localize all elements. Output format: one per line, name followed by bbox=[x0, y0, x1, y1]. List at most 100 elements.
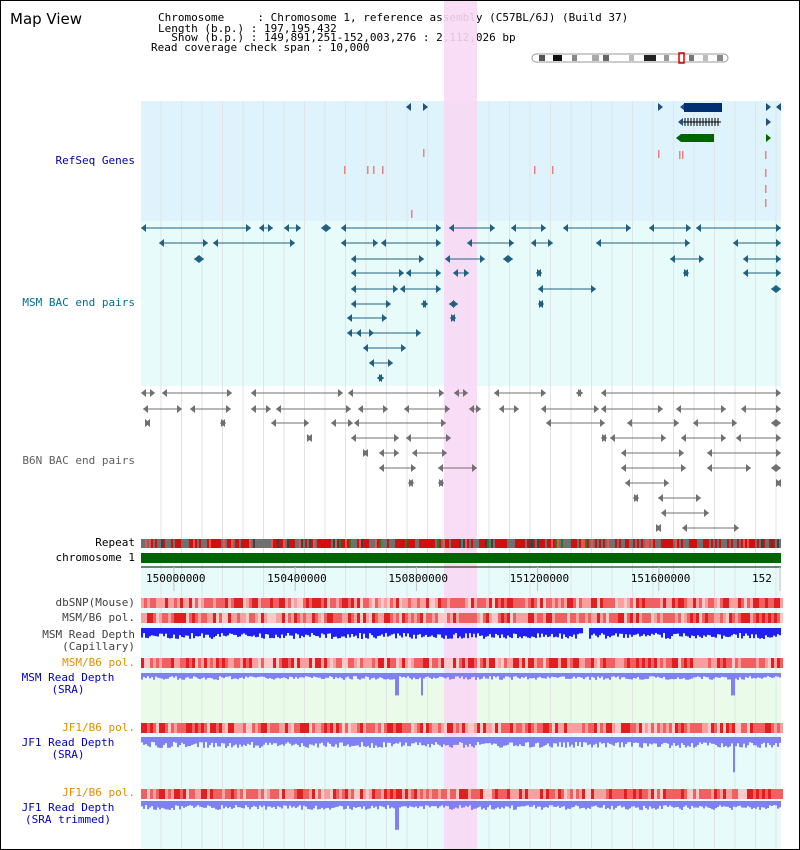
msm-depth-cap-bar bbox=[609, 628, 611, 638]
track-label-dbsnp[interactable]: dbSNP(Mouse) bbox=[55, 596, 135, 609]
msm-b6-pol-cell bbox=[378, 613, 381, 623]
track-label-repeat[interactable]: Repeat bbox=[95, 536, 135, 549]
track-label-chromosome[interactable]: chromosome 1 bbox=[55, 551, 135, 564]
msm-depth-cap-bar bbox=[225, 628, 227, 637]
msm-b6-pol-sra-cell bbox=[276, 658, 279, 668]
msm-depth-cap-bar bbox=[557, 628, 559, 638]
msm-bac-end bbox=[541, 224, 546, 232]
msm-depth-cap-bar bbox=[281, 628, 283, 635]
jf1-b6-pol-cell bbox=[153, 723, 156, 733]
jf1-b6-pol-2-cell bbox=[756, 789, 759, 799]
msm-depth-cap-bar bbox=[159, 628, 161, 634]
msm-depth-sra-bar bbox=[227, 673, 229, 677]
msm-b6-pol-sra-cell bbox=[234, 658, 237, 668]
jf1-depth-trim-bar bbox=[173, 801, 175, 810]
msm-depth-sra-bar bbox=[421, 673, 423, 696]
msm-depth-sra-bar bbox=[169, 673, 171, 678]
msm-b6-pol-sra-cell bbox=[297, 658, 300, 668]
track-label-msm-read-depth-capillary[interactable]: MSM Read Depth (Capillary) bbox=[42, 628, 135, 653]
msm-depth-sra-bar bbox=[391, 673, 393, 680]
jf1-b6-pol-cell bbox=[465, 723, 468, 733]
jf1-depth-trim-bar bbox=[249, 801, 251, 810]
jf1-depth-sra-bar bbox=[433, 737, 435, 746]
track-label-refseq-genes[interactable]: RefSeq Genes bbox=[55, 154, 135, 167]
jf1-depth-sra-bar bbox=[679, 737, 681, 748]
jf1-b6-pol-cell bbox=[501, 723, 504, 733]
b6n-bac-end bbox=[221, 419, 226, 427]
msm-b6-pol-sra-cell bbox=[159, 658, 162, 668]
msm-depth-sra-bar bbox=[457, 673, 459, 677]
jf1-b6-pol-cell bbox=[390, 723, 393, 733]
msm-depth-sra-bar bbox=[295, 673, 297, 677]
msm-bac-end bbox=[503, 255, 508, 263]
msm-b6-pol-sra-cell bbox=[486, 658, 489, 668]
jf1-depth-trim-bar bbox=[553, 801, 555, 807]
msm-depth-cap-bar bbox=[765, 628, 767, 636]
jf1-depth-sra-bar bbox=[621, 737, 623, 743]
repeat-segment bbox=[239, 539, 241, 548]
track-label-msm-b6-pol[interactable]: MSM/B6 pol. bbox=[62, 611, 135, 624]
track-label-msm-b6-pol-sra[interactable]: MSM/B6 pol. bbox=[62, 656, 135, 669]
jf1-depth-sra-bar bbox=[239, 737, 241, 745]
jf1-b6-pol-2-cell bbox=[471, 789, 474, 799]
repeat-segment bbox=[265, 539, 267, 548]
msm-b6-pol-sra-cell bbox=[642, 658, 645, 668]
b6n-bac-end bbox=[676, 405, 681, 413]
msm-b6-pol-cell bbox=[384, 613, 387, 623]
jf1-depth-sra-bar bbox=[403, 737, 405, 746]
jf1-depth-sra-bar bbox=[649, 737, 651, 744]
dbsnp-cell bbox=[153, 598, 156, 608]
dbsnp-cell bbox=[378, 598, 381, 608]
msm-depth-cap-bar bbox=[409, 628, 411, 638]
jf1-b6-pol-cell bbox=[180, 723, 183, 733]
msm-b6-pol-sra-cell bbox=[684, 658, 687, 668]
repeat-segment bbox=[183, 539, 185, 548]
msm-b6-pol-cell bbox=[693, 613, 696, 623]
msm-depth-cap-bar bbox=[735, 628, 737, 635]
track-label-jf1-read-depth-sra[interactable]: JF1 Read Depth (SRA) bbox=[21, 736, 115, 761]
msm-depth-cap-bar bbox=[773, 628, 775, 636]
track-label-jf1-b6-pol-2[interactable]: JF1/B6 pol. bbox=[62, 786, 135, 799]
msm-depth-cap-bar bbox=[425, 628, 427, 635]
msm-b6-pol-sra-cell bbox=[468, 658, 471, 668]
gene-mini-marker bbox=[411, 210, 413, 218]
msm-depth-cap-bar bbox=[337, 628, 339, 639]
track-label-b6n-bac[interactable]: B6N BAC end pairs bbox=[22, 454, 135, 467]
jf1-b6-pol-cell bbox=[432, 723, 435, 733]
msm-depth-cap-bar bbox=[487, 628, 489, 637]
b6n-bac-end bbox=[693, 419, 698, 427]
b6n-bac-end bbox=[439, 389, 444, 397]
dbsnp-cell bbox=[252, 598, 255, 608]
msm-b6-pol-cell bbox=[681, 613, 684, 623]
jf1-depth-sra-bar bbox=[255, 737, 257, 746]
jf1-depth-sra-bar bbox=[561, 737, 563, 748]
repeat-segment bbox=[691, 539, 693, 548]
msm-depth-sra-bar bbox=[739, 673, 741, 678]
msm-depth-cap-bar bbox=[253, 628, 255, 636]
msm-b6-pol-cell bbox=[147, 613, 150, 623]
msm-b6-pol-cell bbox=[477, 613, 480, 623]
repeat-segment bbox=[175, 539, 177, 548]
repeat-segment bbox=[685, 539, 687, 548]
jf1-depth-sra-bar bbox=[605, 737, 607, 748]
jf1-b6-pol-2-cell bbox=[552, 789, 555, 799]
msm-depth-cap-bar bbox=[705, 628, 707, 637]
jf1-b6-pol-cell bbox=[396, 723, 399, 733]
jf1-b6-pol-cell bbox=[423, 723, 426, 733]
jf1-depth-sra-bar bbox=[321, 737, 323, 743]
jf1-depth-sra-bar bbox=[513, 737, 515, 747]
track-label-jf1-read-depth-trimmed[interactable]: JF1 Read Depth (SRA trimmed) bbox=[21, 801, 115, 826]
repeat-segment bbox=[609, 539, 611, 548]
jf1-b6-pol-cell bbox=[651, 723, 654, 733]
jf1-b6-pol-cell bbox=[774, 723, 777, 733]
jf1-b6-pol-2-cell bbox=[282, 789, 285, 799]
jf1-depth-sra-bar bbox=[507, 737, 509, 745]
msm-depth-sra-bar bbox=[639, 673, 641, 680]
b6n-bac-end bbox=[412, 449, 417, 457]
msm-b6-pol-sra-cell bbox=[156, 658, 159, 668]
track-label-msm-bac[interactable]: MSM BAC end pairs bbox=[22, 296, 135, 309]
jf1-depth-sra-bar bbox=[157, 737, 159, 748]
track-label-jf1-b6-pol[interactable]: JF1/B6 pol. bbox=[62, 721, 135, 734]
track-label-msm-read-depth-sra[interactable]: MSM Read Depth (SRA) bbox=[21, 671, 115, 696]
